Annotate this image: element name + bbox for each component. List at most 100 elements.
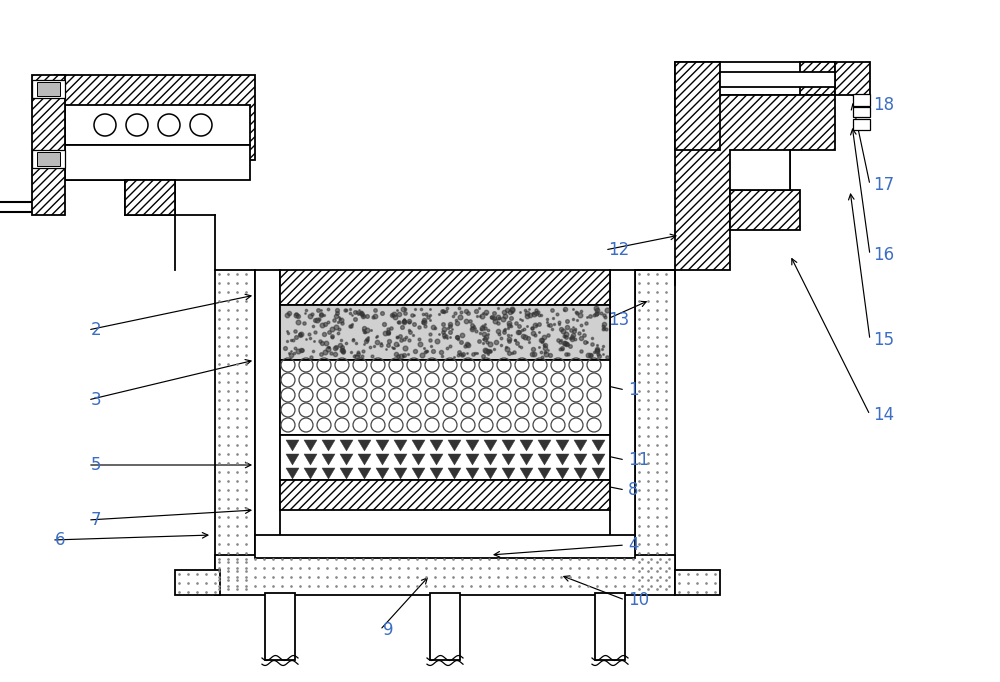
Polygon shape [448,440,461,451]
Polygon shape [430,468,443,479]
Bar [635,270,675,590]
Text: 10: 10 [628,591,649,609]
Text: 2: 2 [91,321,102,339]
Polygon shape [358,468,371,479]
Bar [675,570,720,595]
Text: 4: 4 [628,536,639,554]
Polygon shape [466,454,479,465]
Bar [32,80,65,98]
Polygon shape [286,440,299,451]
Polygon shape [358,454,371,465]
Bar [37,82,60,96]
Polygon shape [556,468,569,479]
Polygon shape [376,440,389,451]
Bar [675,62,720,150]
Bar [595,593,625,660]
Polygon shape [304,468,317,479]
Polygon shape [286,454,299,465]
Polygon shape [340,454,353,465]
Polygon shape [520,468,533,479]
Polygon shape [304,440,317,451]
Bar [215,555,675,595]
Polygon shape [412,454,425,465]
Polygon shape [322,440,335,451]
Polygon shape [304,454,317,465]
Polygon shape [286,468,299,479]
Bar [265,593,295,660]
Text: 12: 12 [608,241,629,259]
Polygon shape [376,454,389,465]
Bar [730,190,800,230]
Polygon shape [412,440,425,451]
Bar [835,62,870,95]
Polygon shape [538,468,551,479]
Bar [280,305,610,360]
Polygon shape [484,468,497,479]
Bar [32,150,65,168]
Polygon shape [412,468,425,479]
Polygon shape [322,468,335,479]
Polygon shape [592,440,605,451]
Bar [730,150,790,190]
Bar [37,152,60,166]
Bar [65,145,250,180]
Text: 1: 1 [628,381,639,399]
Text: 11: 11 [628,451,649,469]
Text: 8: 8 [628,481,639,499]
Polygon shape [502,468,515,479]
Polygon shape [484,440,497,451]
Bar [280,270,610,305]
Polygon shape [484,454,497,465]
Polygon shape [592,468,605,479]
Polygon shape [502,440,515,451]
Polygon shape [538,440,551,451]
Polygon shape [394,440,407,451]
Bar [853,119,870,130]
Text: 14: 14 [873,406,894,424]
Polygon shape [32,75,65,215]
Text: 6: 6 [55,531,66,549]
Polygon shape [322,454,335,465]
Polygon shape [520,440,533,451]
Polygon shape [574,468,587,479]
Text: 17: 17 [873,176,894,194]
Polygon shape [466,440,479,451]
Polygon shape [394,454,407,465]
Polygon shape [340,440,353,451]
Polygon shape [574,454,587,465]
Polygon shape [520,454,533,465]
Circle shape [94,114,116,136]
Polygon shape [592,454,605,465]
Polygon shape [430,454,443,465]
Polygon shape [556,440,569,451]
Circle shape [126,114,148,136]
Circle shape [190,114,212,136]
Bar [853,94,870,106]
Polygon shape [55,75,255,215]
Bar [65,105,250,145]
Bar [610,270,635,555]
Polygon shape [675,95,835,270]
Bar [175,570,220,595]
Polygon shape [358,440,371,451]
Bar [280,360,610,435]
Bar [430,593,460,660]
Polygon shape [430,440,443,451]
Bar [853,107,870,117]
Polygon shape [538,454,551,465]
Bar [675,62,835,95]
Polygon shape [466,468,479,479]
Text: 18: 18 [873,96,894,114]
Text: 13: 13 [608,311,629,329]
Polygon shape [125,180,175,215]
Text: 5: 5 [91,456,102,474]
Bar [255,535,635,558]
Text: 16: 16 [873,246,894,264]
Bar [280,435,610,480]
Bar [255,270,280,555]
Bar [720,72,835,87]
Polygon shape [394,468,407,479]
Text: 7: 7 [91,511,102,529]
Polygon shape [340,468,353,479]
Text: 9: 9 [383,621,394,639]
